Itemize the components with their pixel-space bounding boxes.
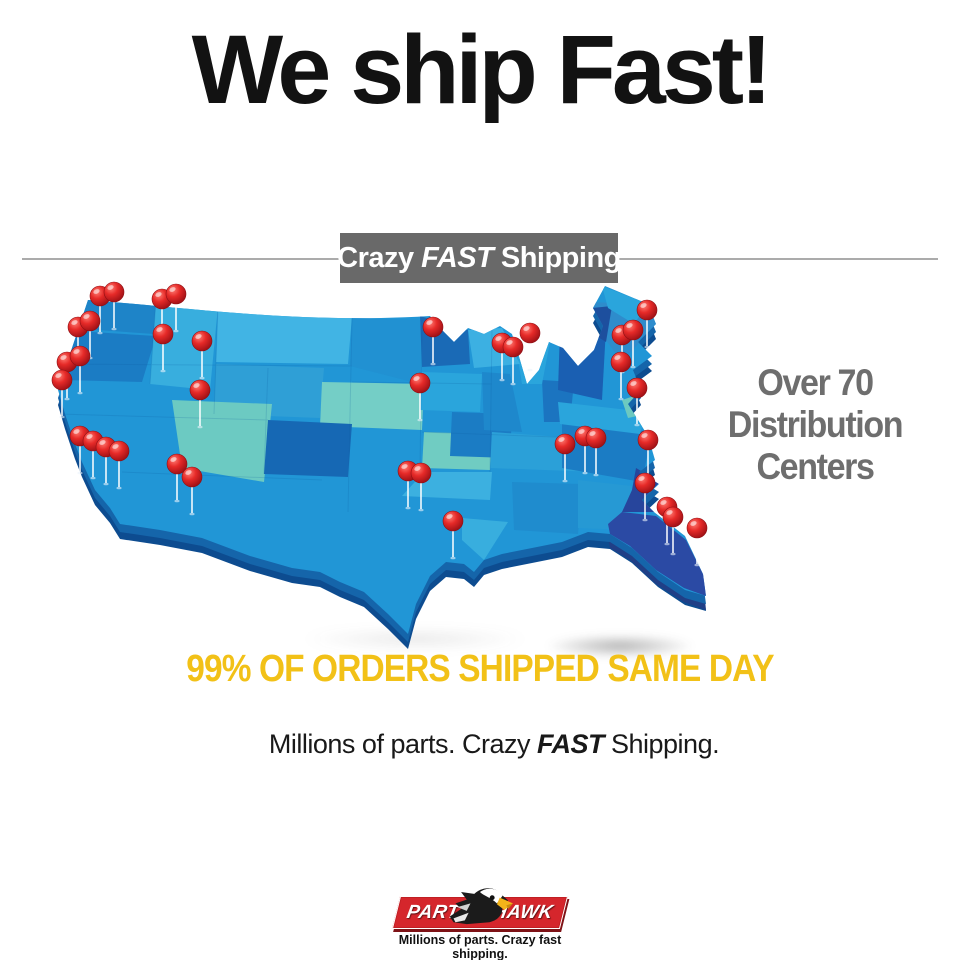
map-pin bbox=[69, 425, 91, 475]
subheadline-pre: Millions of parts. Crazy bbox=[268, 729, 537, 759]
shipping-banner: Crazy FAST Shipping bbox=[337, 233, 622, 283]
distribution-label: Over 70 Distribution Centers bbox=[709, 362, 921, 487]
map-pin bbox=[634, 472, 656, 522]
map-pin bbox=[585, 427, 607, 477]
subheadline: Millions of parts. Crazy FAST Shipping. bbox=[0, 698, 960, 791]
map-pin bbox=[69, 345, 91, 395]
distribution-label-line: Distribution bbox=[727, 403, 904, 445]
map-pin bbox=[165, 283, 187, 333]
same-day-headline: 99% OF ORDERS SHIPPED SAME DAY bbox=[186, 648, 774, 690]
hawk-icon bbox=[449, 888, 513, 925]
map-pin bbox=[191, 330, 213, 380]
logo-tagline: Millions of parts. Crazy fast shipping. bbox=[398, 933, 562, 960]
map-pin bbox=[409, 372, 431, 422]
map-pin bbox=[686, 517, 708, 567]
map-pin bbox=[626, 377, 648, 427]
map-pin bbox=[108, 440, 130, 490]
map-pin bbox=[103, 281, 125, 331]
map-pin bbox=[410, 462, 432, 512]
distribution-label-line: Over 70 bbox=[757, 362, 874, 403]
map-pin bbox=[519, 322, 541, 372]
map-pin bbox=[662, 506, 684, 556]
map-pin bbox=[637, 429, 659, 479]
map-pin bbox=[51, 369, 73, 419]
map-pin bbox=[152, 323, 174, 373]
map-pin bbox=[181, 466, 203, 516]
map-pin bbox=[166, 453, 188, 503]
subheadline-post: Shipping. bbox=[604, 729, 720, 759]
banner-text-fast: FAST bbox=[421, 241, 494, 274]
us-distribution-map bbox=[22, 272, 717, 672]
subheadline-fast: FAST bbox=[536, 729, 605, 759]
map-pin bbox=[636, 299, 658, 349]
partshawk-logo: PARTS HAWK Millions of parts. Crazy fast… bbox=[380, 888, 580, 960]
banner-text-pre: Crazy bbox=[337, 241, 422, 274]
page-title: We ship Fast! bbox=[191, 15, 773, 124]
map-pin bbox=[610, 351, 632, 401]
banner-text-post: Shipping bbox=[493, 241, 622, 274]
map-pin bbox=[622, 319, 644, 369]
logo-bar: PARTS HAWK bbox=[391, 888, 569, 929]
map-pin bbox=[442, 510, 464, 560]
distribution-label-line: Centers bbox=[756, 445, 874, 487]
map-shadow bbox=[300, 630, 530, 648]
map-pin bbox=[502, 336, 524, 386]
map-pin bbox=[422, 316, 444, 366]
map-shadow bbox=[545, 634, 695, 658]
map-pin bbox=[554, 433, 576, 483]
distribution-pins bbox=[51, 281, 708, 567]
map-pin bbox=[189, 379, 211, 429]
